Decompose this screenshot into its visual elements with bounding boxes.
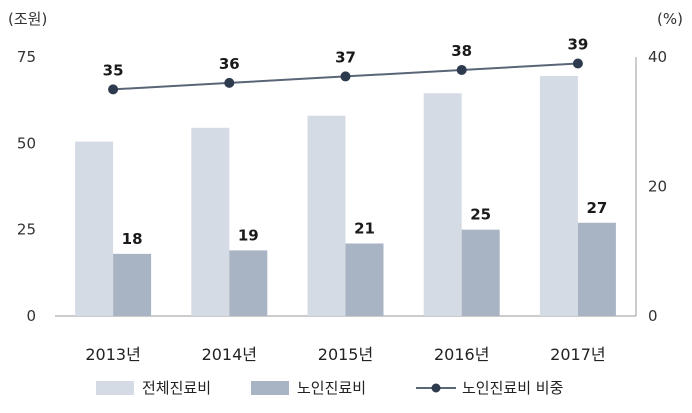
legend-label: 노인진료비 비중 [462, 379, 563, 397]
line-point [108, 84, 119, 95]
line-point [224, 77, 235, 88]
x-tick-label: 2015년 [318, 345, 373, 364]
x-tick-label: 2013년 [85, 345, 140, 364]
right-axis: 0 20 40 [648, 48, 667, 325]
bar-data-label: 18 [122, 230, 143, 248]
left-axis-unit: (조원) [8, 10, 47, 28]
legend: 전체진료비 노인진료비 노인진료비 비중 [96, 379, 563, 397]
line-point [572, 58, 583, 69]
line-point [340, 71, 351, 82]
bars-layer: 18 19 21 25 27 [75, 75, 616, 316]
bar-data-label: 21 [354, 219, 375, 237]
line-layer: 35 36 37 38 39 [103, 35, 588, 95]
right-axis-unit: (%) [657, 10, 683, 28]
legend-swatch [96, 381, 134, 395]
bar-total [307, 115, 346, 316]
bar-elderly [113, 253, 152, 316]
left-tick-label: 25 [17, 221, 36, 239]
legend-label: 노인진료비 [297, 379, 366, 397]
line-data-label: 37 [335, 48, 356, 66]
legend-marker [431, 383, 441, 393]
bar-total [75, 141, 114, 316]
bar-total [539, 75, 578, 316]
bar-elderly [229, 250, 268, 316]
x-tick-label: 2014년 [202, 345, 257, 364]
right-tick-label: 0 [648, 307, 658, 325]
bar-data-label: 19 [238, 226, 259, 244]
right-tick-label: 40 [648, 48, 667, 66]
line-point [456, 64, 467, 75]
left-tick-label: 0 [26, 307, 36, 325]
right-tick-label: 20 [648, 178, 667, 196]
bar-total [191, 127, 230, 316]
x-tick-label: 2016년 [434, 345, 489, 364]
bar-elderly [461, 229, 500, 316]
left-tick-label: 75 [17, 48, 36, 66]
left-axis: 0 25 50 75 [17, 48, 36, 325]
bar-elderly [577, 222, 616, 316]
legend-label: 전체진료비 [142, 379, 211, 397]
line-data-label: 35 [103, 61, 124, 79]
legend-swatch [251, 381, 289, 395]
line-data-label: 36 [219, 55, 240, 73]
left-tick-label: 50 [17, 134, 36, 152]
bar-data-label: 25 [470, 206, 491, 224]
x-tick-label: 2017년 [550, 345, 605, 364]
x-axis-labels: 2013년 2014년 2015년 2016년 2017년 [85, 345, 605, 364]
bar-data-label: 27 [586, 199, 607, 217]
line-data-label: 39 [567, 35, 588, 53]
bar-elderly [345, 243, 384, 316]
bar-total [423, 93, 462, 316]
line-data-label: 38 [451, 42, 472, 60]
